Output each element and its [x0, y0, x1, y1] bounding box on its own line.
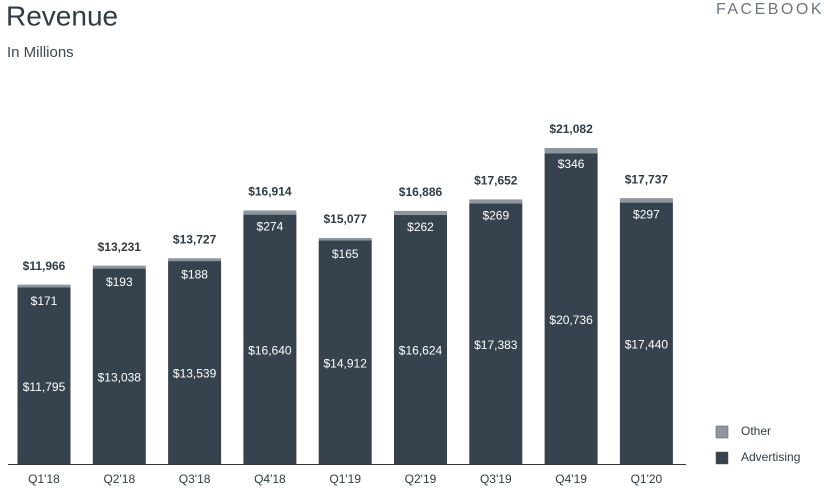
value-label: $346	[558, 157, 585, 171]
value-label: $188	[181, 267, 208, 281]
total-label: $16,886	[399, 185, 443, 199]
x-tick-label: Q1'20	[631, 472, 663, 486]
value-label: $13,038	[98, 370, 142, 384]
chart-title: Revenue	[6, 0, 118, 31]
value-label: $269	[482, 209, 509, 223]
bar-segment	[394, 214, 447, 464]
value-label: $262	[407, 220, 434, 234]
value-label: $14,912	[324, 356, 368, 370]
total-label: $15,077	[324, 212, 368, 226]
value-label: $17,440	[625, 337, 669, 351]
value-label: $13,539	[173, 367, 217, 381]
bar-segment	[243, 210, 297, 215]
total-label: $17,652	[474, 174, 518, 188]
bar-segment	[394, 210, 447, 215]
total-label: $16,914	[248, 185, 292, 199]
x-tick-label: Q1'18	[28, 472, 60, 486]
x-tick-label: Q1'19	[329, 472, 361, 486]
bar-segment	[168, 261, 222, 464]
bar-segment	[469, 203, 523, 464]
bar-segment	[619, 198, 673, 203]
total-label: $17,737	[625, 172, 669, 186]
value-label: $193	[106, 275, 133, 289]
total-label: $13,727	[173, 232, 217, 246]
legend-label: Advertising	[741, 450, 800, 464]
value-label: $16,624	[399, 344, 443, 358]
x-tick-label: Q4'18	[254, 472, 286, 486]
total-label: $11,966	[23, 259, 66, 273]
x-tick-label: Q3'19	[480, 472, 512, 486]
legend-swatch	[715, 425, 729, 439]
x-tick-label: Q2'18	[103, 472, 135, 486]
total-label: $21,082	[549, 122, 593, 136]
bar-segment	[17, 287, 71, 464]
bar-segment	[619, 202, 673, 464]
chart-subtitle: In Millions	[7, 44, 74, 61]
x-tick-label: Q3'18	[179, 472, 211, 486]
value-label: $11,795	[23, 380, 66, 394]
value-label: $16,640	[248, 343, 292, 357]
value-label: $20,736	[549, 313, 593, 327]
legend-label: Other	[741, 424, 771, 438]
total-label: $13,231	[98, 240, 142, 254]
legend-swatch	[715, 451, 729, 465]
bar-segment	[469, 199, 523, 204]
value-label: $17,383	[474, 338, 518, 352]
value-label: $165	[332, 247, 359, 261]
bar-segment	[544, 148, 598, 154]
value-label: $297	[633, 207, 660, 221]
bar-segment	[318, 238, 372, 241]
value-label: $171	[31, 294, 58, 308]
x-tick-label: Q4'19	[555, 472, 587, 486]
x-tick-label: Q2'19	[405, 472, 437, 486]
bar-segment	[168, 258, 222, 262]
bar-segment	[318, 240, 372, 464]
bar-segment	[243, 214, 297, 464]
bar-segment	[17, 284, 71, 288]
bar-segment	[92, 265, 146, 269]
brand: FACEBOOK	[716, 1, 824, 18]
bar-segment	[92, 268, 146, 464]
bar-segment	[544, 153, 598, 464]
value-label: $274	[257, 220, 284, 234]
